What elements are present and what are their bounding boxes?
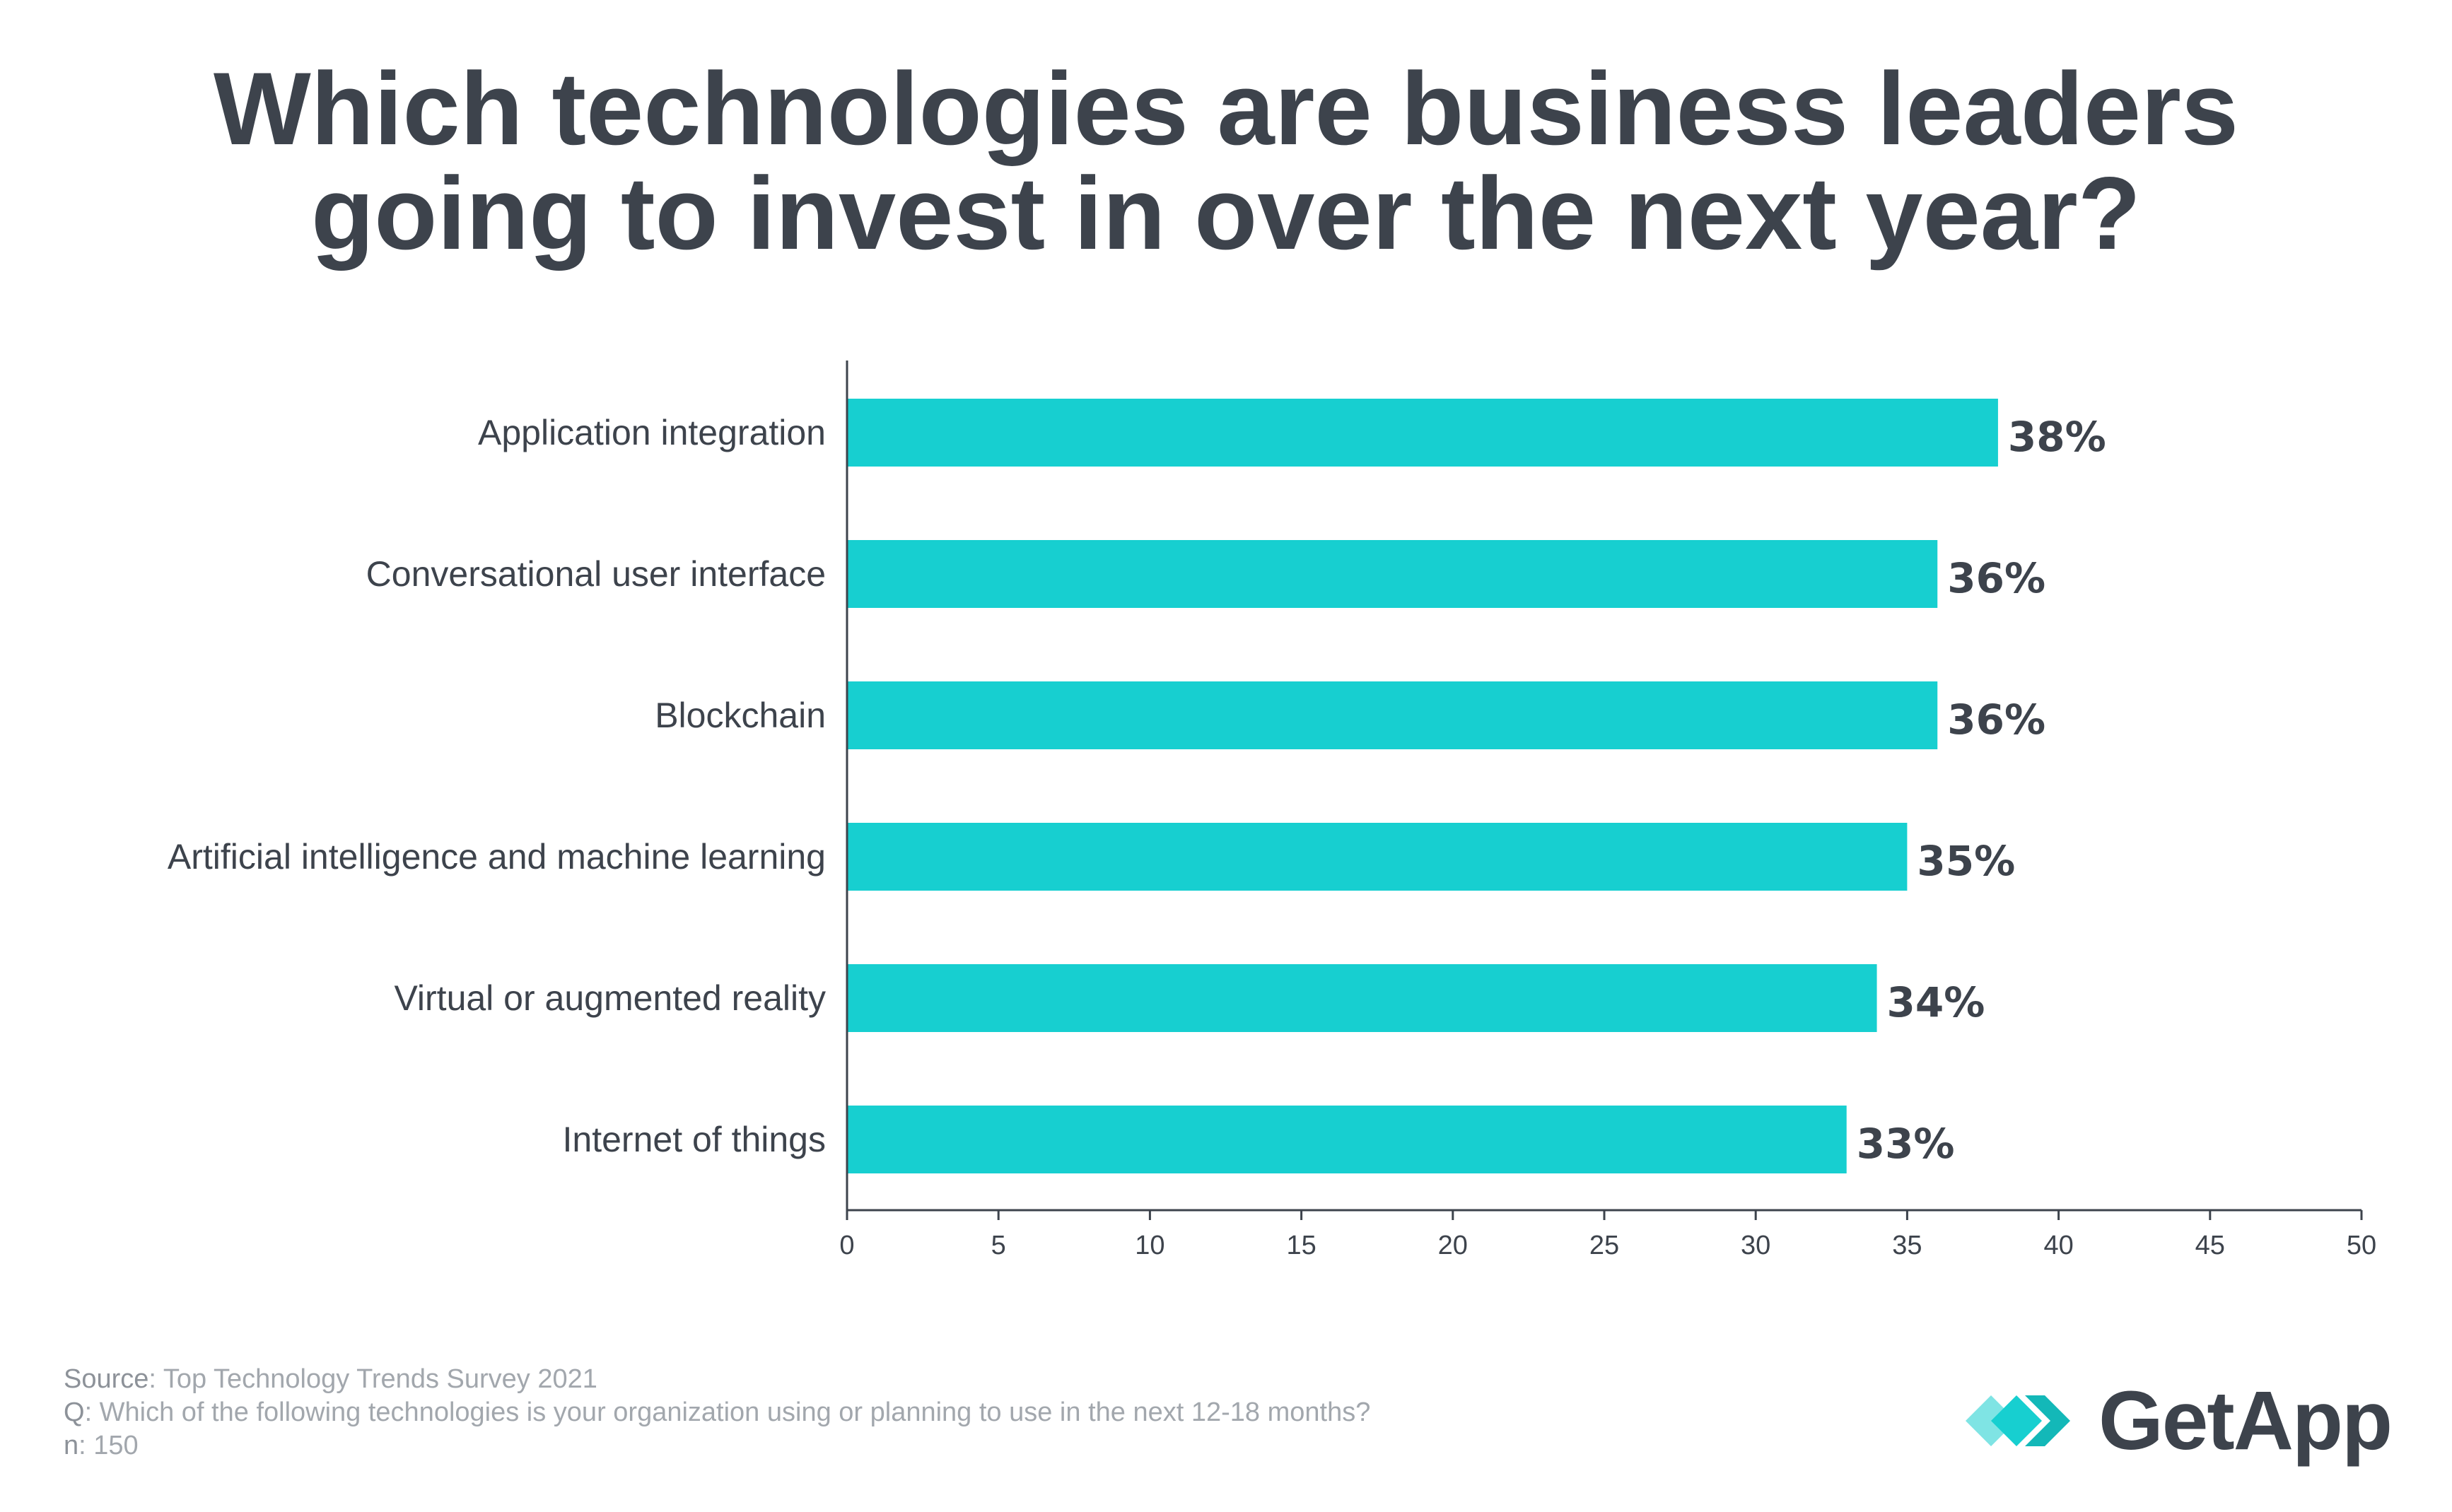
- value-label-6: 33%: [1857, 1120, 1955, 1168]
- x-tick-label-7: 30: [1741, 1231, 1770, 1260]
- question-text: : Which of the following technologies is…: [84, 1397, 1371, 1427]
- x-tick-label-2: 5: [991, 1231, 1006, 1260]
- bar-6: [847, 1106, 1847, 1173]
- bar-4: [847, 823, 1908, 891]
- category-label-5: Virtual or augmented reality: [394, 978, 826, 1018]
- category-label-4: Artificial intelligence and machine lear…: [168, 837, 826, 877]
- bar-2: [847, 540, 1938, 608]
- category-label-1: Application integration: [478, 413, 826, 452]
- value-label-4: 35%: [1917, 837, 2015, 885]
- chart-title-line-1: Which technologies are business leaders: [213, 51, 2239, 166]
- category-label-3: Blockchain: [655, 696, 826, 735]
- category-label-6: Internet of things: [563, 1120, 826, 1159]
- chart-title-line-2: going to invest in over the next year?: [311, 156, 2141, 271]
- x-tick-label-3: 10: [1135, 1231, 1164, 1260]
- value-label-3: 36%: [1947, 696, 2045, 744]
- bar-5: [847, 964, 1877, 1032]
- x-tick-label-4: 15: [1286, 1231, 1316, 1260]
- x-tick-label-6: 25: [1589, 1231, 1619, 1260]
- category-label-2: Conversational user interface: [366, 554, 826, 594]
- chart-footer: Source: Top Technology Trends Survey 202…: [64, 1363, 1370, 1463]
- getapp-chevrons-icon: [1966, 1395, 2070, 1446]
- x-tick-label-1: 0: [839, 1231, 854, 1260]
- value-label-1: 38%: [2008, 413, 2106, 461]
- sample-size-key: n: [64, 1431, 79, 1460]
- getapp-logo-text: GetApp: [2098, 1374, 2393, 1467]
- x-tick-label-5: 20: [1438, 1231, 1468, 1260]
- source-text: : Top Technology Trends Survey 2021: [148, 1364, 597, 1394]
- value-label-5: 34%: [1887, 978, 1985, 1026]
- sample-size-line: n: 150: [64, 1429, 1370, 1463]
- sample-size-text: : 150: [78, 1431, 139, 1460]
- x-tick-label-8: 35: [1892, 1231, 1922, 1260]
- bars-layer: Application integration 38% Conversational…: [168, 399, 2106, 1173]
- chart-title: Which technologies are business leaders …: [0, 57, 2452, 266]
- getapp-logo: GetApp: [1966, 1374, 2393, 1467]
- source-line: Source: Top Technology Trends Survey 202…: [64, 1363, 1370, 1396]
- question-line: Q: Which of the following technologies i…: [64, 1396, 1370, 1429]
- bar-1: [847, 399, 1998, 467]
- x-tick-label-10: 45: [2195, 1231, 2225, 1260]
- source-key: Source: [64, 1364, 149, 1394]
- bar-3: [847, 681, 1938, 749]
- axis-layer: 0 5 10 15 20 25 30 35 40 45 50: [839, 361, 2376, 1260]
- x-tick-label-11: 50: [2347, 1231, 2376, 1260]
- question-key: Q: [64, 1397, 85, 1427]
- value-label-2: 36%: [1947, 554, 2045, 602]
- x-tick-label-9: 40: [2043, 1231, 2073, 1260]
